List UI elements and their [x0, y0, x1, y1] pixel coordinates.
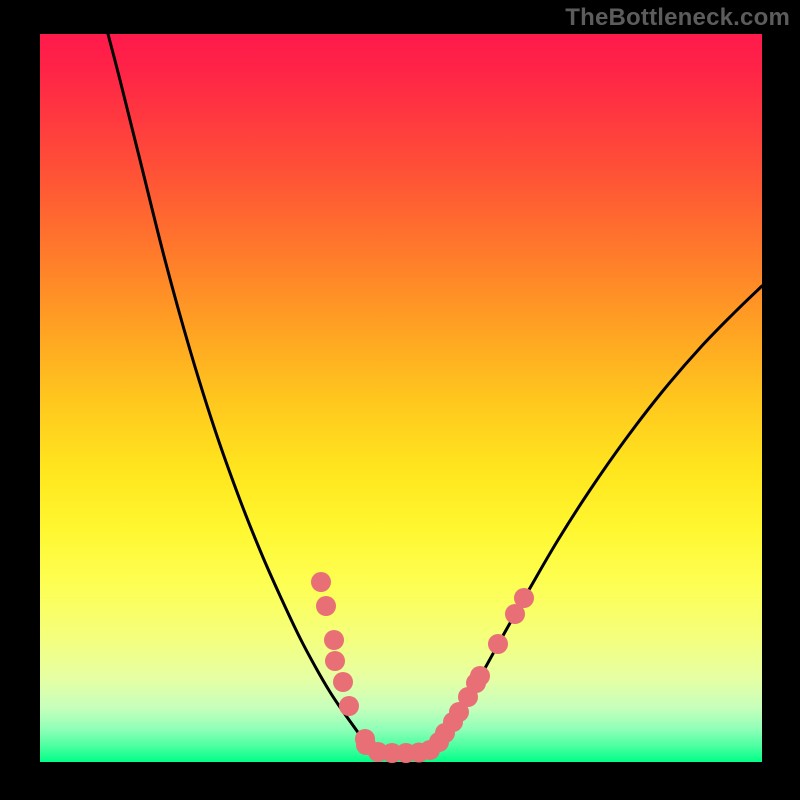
data-marker — [488, 634, 508, 654]
data-marker — [316, 596, 336, 616]
chart-container: TheBottleneck.com — [0, 0, 800, 800]
data-marker — [339, 696, 359, 716]
data-marker — [470, 666, 490, 686]
data-marker — [311, 572, 331, 592]
data-marker — [324, 630, 344, 650]
curve-layer — [0, 0, 800, 800]
watermark-text: TheBottleneck.com — [565, 4, 790, 32]
data-marker — [333, 672, 353, 692]
data-marker — [514, 588, 534, 608]
data-marker — [325, 651, 345, 671]
